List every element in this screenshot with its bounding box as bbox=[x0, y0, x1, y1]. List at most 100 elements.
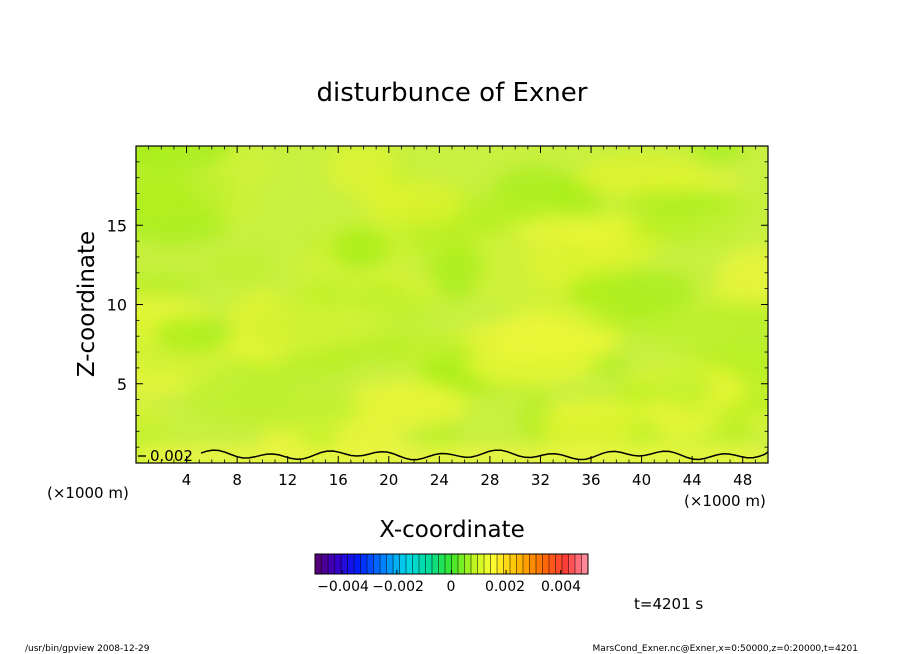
x-tick-label: 48 bbox=[733, 471, 752, 489]
field-patch bbox=[566, 269, 698, 316]
colorbar-cell bbox=[529, 554, 537, 574]
colorbar-cell bbox=[380, 554, 387, 574]
field-patch bbox=[136, 274, 204, 297]
colorbar-cell bbox=[464, 554, 472, 574]
field-surface-band bbox=[136, 447, 768, 463]
field-patch bbox=[539, 408, 636, 451]
colorbar-cell bbox=[471, 554, 478, 574]
colorbar-cell bbox=[354, 554, 361, 574]
field-patch bbox=[463, 343, 598, 386]
x-axis-ticks: 4 8 12 16 20 24 28 32 36 40 44 48 bbox=[148, 146, 756, 489]
x-tick-label: 28 bbox=[480, 471, 499, 489]
colorbar-cell bbox=[334, 554, 342, 574]
field-patch bbox=[194, 173, 237, 211]
colorbar-cell bbox=[360, 554, 368, 574]
colorbar-cell bbox=[581, 554, 589, 574]
field-patch bbox=[299, 431, 340, 452]
y-axis-ticks: 5 10 15 bbox=[107, 161, 768, 448]
contour-line bbox=[200, 449, 768, 461]
colorbar-cell bbox=[484, 554, 491, 574]
field-patch bbox=[325, 146, 399, 197]
colorbar-cell bbox=[549, 554, 556, 574]
colorbar-cell bbox=[367, 554, 374, 574]
colorbar-cell bbox=[523, 554, 530, 574]
field-patch bbox=[465, 319, 591, 347]
colorbar-cell bbox=[497, 554, 504, 574]
field-patch bbox=[286, 302, 386, 347]
colorbar-cell bbox=[503, 554, 511, 574]
colorbar-cell bbox=[347, 554, 355, 574]
colorbar-tick-label: −0.004 bbox=[317, 579, 369, 595]
colorbar-cell bbox=[393, 554, 400, 574]
colorbar-tick-label: 0.004 bbox=[541, 579, 581, 595]
field-patch bbox=[692, 146, 744, 164]
colorbar-cell bbox=[399, 554, 407, 574]
x-tick-label: 36 bbox=[581, 471, 600, 489]
x-axis-label: X-coordinate bbox=[379, 517, 525, 543]
x-unit-left: (×1000 m) bbox=[47, 484, 129, 502]
colorbar-cell bbox=[490, 554, 498, 574]
field-patch bbox=[515, 215, 631, 246]
colorbar-cell bbox=[412, 554, 420, 574]
colorbar-cell bbox=[438, 554, 446, 574]
footer-right: MarsCond_Exner.nc@Exner,x=0:50000,z=0:20… bbox=[593, 644, 858, 654]
colorbar-cell bbox=[419, 554, 426, 574]
x-tick-label: 20 bbox=[379, 471, 398, 489]
y-tick-label: 15 bbox=[107, 216, 127, 235]
time-label: t=4201 s bbox=[634, 595, 703, 613]
x-tick-label: 16 bbox=[329, 471, 348, 489]
field-patch bbox=[330, 226, 389, 271]
footer-left: /usr/bin/gpview 2008-12-29 bbox=[25, 644, 150, 654]
colorbar-cell bbox=[562, 554, 569, 574]
field-patch bbox=[620, 191, 736, 214]
colorbar-cell bbox=[575, 554, 582, 574]
field-patch bbox=[714, 419, 757, 440]
y-tick-label: 5 bbox=[117, 375, 127, 394]
colorbar-cell bbox=[477, 554, 485, 574]
colorbar-cell bbox=[315, 554, 322, 574]
field-patch bbox=[184, 371, 294, 424]
field-patch bbox=[207, 250, 275, 283]
x-tick-label: 8 bbox=[232, 471, 242, 489]
colorbar-cell bbox=[536, 554, 543, 574]
colorbar bbox=[314, 554, 589, 574]
y-axis-label: Z-coordinate bbox=[74, 231, 100, 377]
colorbar-cell bbox=[341, 554, 348, 574]
heatmap-field bbox=[136, 146, 768, 463]
field-patch bbox=[136, 344, 231, 380]
colorbar-cell bbox=[510, 554, 517, 574]
field-patch bbox=[653, 367, 713, 408]
chart-title: disturbunce of Exner bbox=[317, 78, 588, 108]
colorbar-cell bbox=[445, 554, 452, 574]
x-tick-label: 40 bbox=[632, 471, 651, 489]
colorbar-tick-label: 0.002 bbox=[485, 579, 525, 595]
field-patch bbox=[575, 158, 714, 197]
field-patch bbox=[632, 216, 702, 239]
colorbar-ticks: −0.004 −0.002 0 0.002 0.004 bbox=[317, 570, 581, 595]
y-tick-label: 10 bbox=[107, 296, 127, 315]
field-patch bbox=[136, 146, 233, 174]
x-tick-label: 4 bbox=[182, 471, 192, 489]
colorbar-cell bbox=[386, 554, 394, 574]
colorbar-cell bbox=[451, 554, 459, 574]
field-patch bbox=[618, 379, 660, 406]
colorbar-cell bbox=[425, 554, 433, 574]
colorbar-tick-label: −0.002 bbox=[372, 579, 424, 595]
colorbar-cell bbox=[406, 554, 413, 574]
field-patch bbox=[715, 247, 768, 306]
field-patch bbox=[153, 316, 234, 353]
x-tick-label: 32 bbox=[531, 471, 550, 489]
x-tick-label: 12 bbox=[278, 471, 297, 489]
colorbar-cell bbox=[432, 554, 439, 574]
colorbar-cell bbox=[516, 554, 524, 574]
field-patch bbox=[343, 379, 467, 428]
contour-label: 0.002 bbox=[150, 447, 193, 465]
colorbar-cell bbox=[458, 554, 465, 574]
x-tick-label: 44 bbox=[683, 471, 702, 489]
colorbar-cell bbox=[555, 554, 563, 574]
x-unit-right: (×1000 m) bbox=[684, 492, 766, 510]
field-patch bbox=[361, 184, 464, 227]
colorbar-tick-label: 0 bbox=[447, 579, 456, 595]
colorbar-cell bbox=[542, 554, 550, 574]
